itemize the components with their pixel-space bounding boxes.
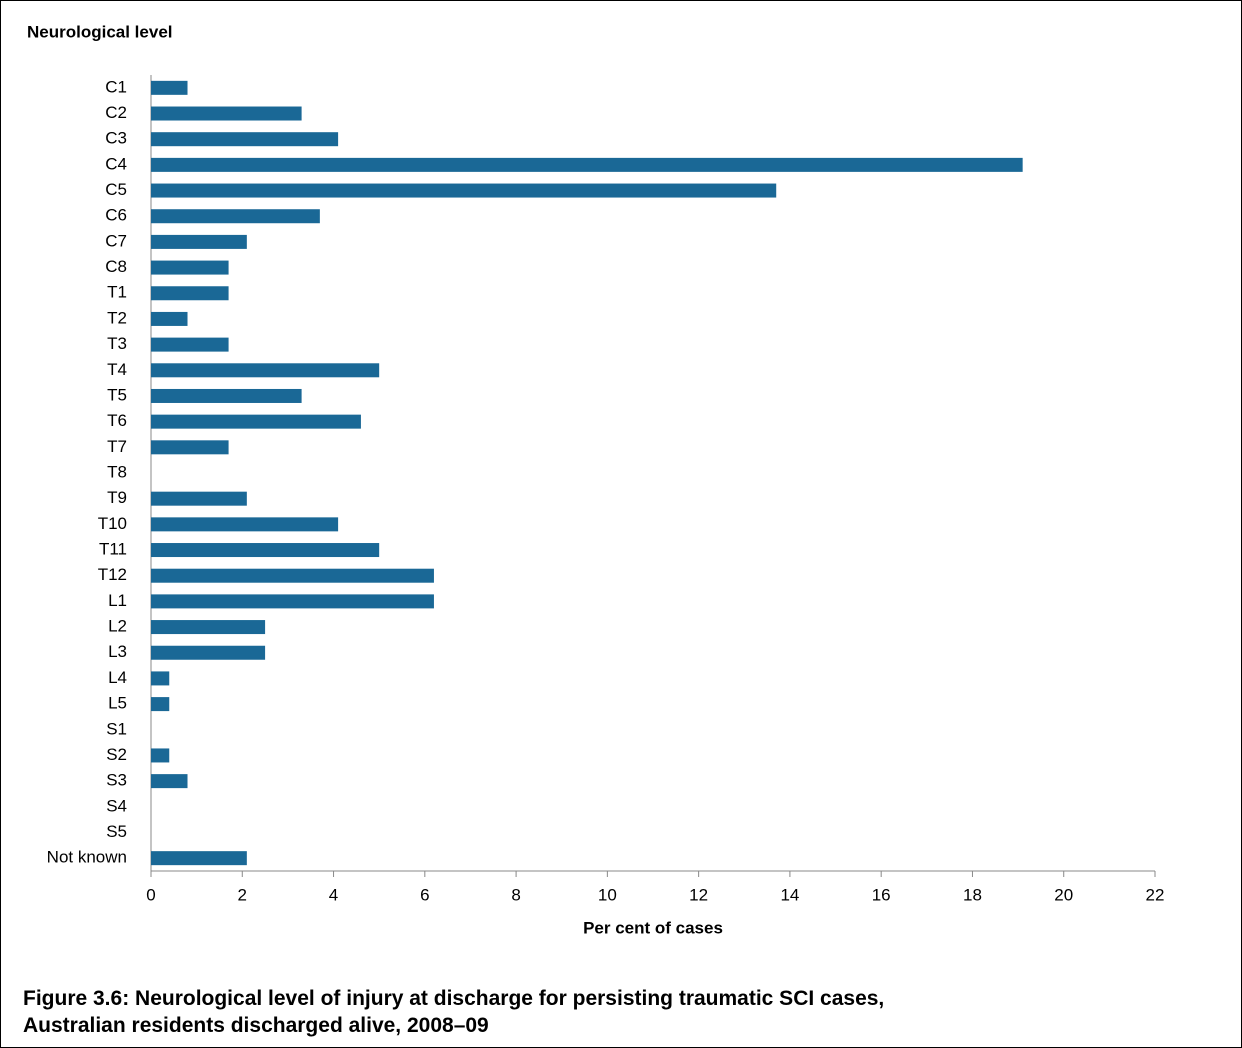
bar (151, 414, 361, 429)
y-tick-label: C8 (105, 257, 127, 276)
bar (151, 748, 170, 763)
bar (151, 106, 302, 121)
y-tick-label: L5 (108, 694, 127, 713)
y-tick-label: C1 (105, 77, 127, 96)
y-tick-label: C3 (105, 129, 127, 148)
y-tick-label: Not known (47, 848, 127, 867)
bar (151, 337, 229, 352)
bar (151, 671, 170, 686)
y-axis-title: Neurological level (27, 22, 173, 41)
bar (151, 157, 1023, 172)
x-tick-label: 12 (689, 885, 708, 904)
x-tick-label: 20 (1054, 885, 1073, 904)
bar (151, 645, 266, 660)
y-tick-label: T11 (99, 540, 127, 559)
bar (151, 132, 339, 147)
x-tick-label: 14 (780, 885, 799, 904)
x-tick-label: 8 (511, 885, 520, 904)
y-tick-label: C2 (105, 103, 127, 122)
y-tick-label: L1 (108, 591, 127, 610)
y-tick-label: L3 (108, 642, 127, 661)
y-tick-label: T5 (107, 385, 127, 404)
y-tick-label: T1 (107, 283, 127, 302)
bar (151, 568, 434, 583)
y-tick-label: S1 (106, 719, 127, 738)
bar (151, 594, 434, 609)
y-tick-label: C6 (105, 206, 127, 225)
y-tick-label: C4 (105, 154, 127, 173)
y-tick-label: S2 (106, 745, 127, 764)
bar (151, 363, 380, 378)
y-tick-label: C5 (105, 180, 127, 199)
bar (151, 517, 339, 532)
bar (151, 286, 229, 301)
bar (151, 440, 229, 455)
y-tick-label: L4 (108, 668, 127, 687)
bar (151, 234, 247, 249)
y-tick-label: T6 (107, 411, 127, 430)
bar (151, 80, 188, 95)
x-tick-label: 6 (420, 885, 429, 904)
x-tick-label: 2 (238, 885, 247, 904)
y-tick-label: T7 (107, 437, 127, 456)
y-tick-label: T12 (98, 565, 127, 584)
x-tick-label: 0 (146, 885, 155, 904)
y-tick-label: L2 (108, 617, 127, 636)
bar (151, 543, 380, 558)
x-axis-title: Per cent of cases (583, 918, 723, 937)
bar (151, 697, 170, 712)
x-tick-label: 4 (329, 885, 338, 904)
y-tick-label: T9 (107, 488, 127, 507)
bar (151, 620, 266, 635)
x-tick-label: 22 (1146, 885, 1165, 904)
bar (151, 491, 247, 506)
bar (151, 183, 777, 198)
x-tick-label: 18 (963, 885, 982, 904)
caption: Figure 3.6: Neurological level of injury… (23, 987, 885, 1037)
y-tick-label: T10 (98, 514, 127, 533)
bar (151, 311, 188, 326)
bar (151, 209, 320, 224)
chart: Neurological level Per cent of cases 0 2 4… (27, 22, 1165, 937)
y-tick-label: C7 (105, 231, 127, 250)
y-tick-label: T4 (107, 360, 127, 379)
y-tick-label: T8 (107, 462, 127, 481)
y-tick-label: S3 (106, 771, 127, 790)
bar (151, 774, 188, 789)
y-tick-label: T2 (107, 308, 127, 327)
bar (151, 851, 247, 866)
x-tick-label: 10 (598, 885, 617, 904)
y-tick-label: S4 (106, 796, 127, 815)
y-tick-label: S5 (106, 822, 127, 841)
bar (151, 388, 302, 403)
bar (151, 260, 229, 275)
y-tick-label: T3 (107, 334, 127, 353)
x-tick-label: 16 (872, 885, 891, 904)
